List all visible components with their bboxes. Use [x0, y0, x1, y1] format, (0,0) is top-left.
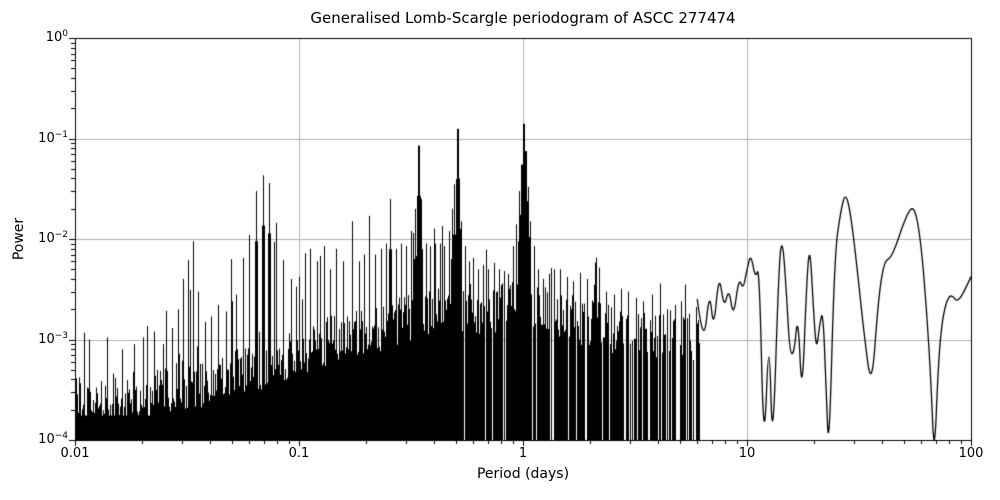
x-tick-label: 1	[518, 446, 528, 461]
y-tick-label: 100	[45, 29, 68, 46]
x-tick-label: 100	[958, 446, 984, 461]
x-axis-label: Period (days)	[476, 466, 570, 482]
x-tick-label: 10	[738, 446, 756, 461]
y-tick-label: 10−3	[38, 330, 68, 347]
y-tick-label: 10−1	[38, 129, 68, 146]
y-tick-label: 10−2	[38, 230, 68, 247]
y-axis-label: Power	[11, 217, 27, 261]
x-tick-label: 0.01	[60, 446, 90, 461]
chart-title: Generalised Lomb-Scargle periodogram of …	[310, 9, 736, 27]
x-tick-label: 0.1	[288, 446, 310, 461]
y-tick-label: 10−4	[38, 431, 68, 448]
